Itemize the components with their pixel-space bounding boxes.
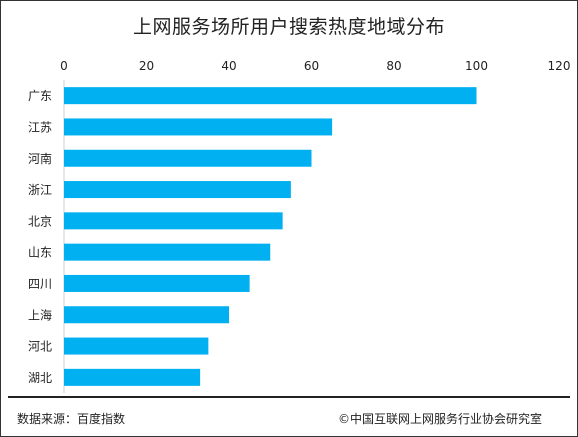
x-tick-label: 60: [304, 59, 319, 73]
x-tick-label: 0: [60, 59, 68, 73]
bar: [64, 212, 283, 230]
category-label: 河南: [28, 151, 52, 166]
bar: [64, 306, 229, 324]
category-label: 河北: [28, 340, 52, 354]
bar: [64, 368, 201, 386]
data-source: 数据来源：百度指数: [17, 412, 126, 426]
bar: [64, 274, 250, 292]
category-label: 四川: [28, 277, 52, 291]
x-tick-label: 20: [139, 59, 154, 73]
footer-divider: [8, 396, 570, 398]
bar: [64, 243, 271, 261]
category-label: 上海: [28, 307, 52, 322]
category-label: 广东: [28, 89, 52, 103]
category-label: 江苏: [28, 120, 52, 134]
chart-title: 上网服务场所用户搜索热度地域分布: [132, 16, 445, 38]
bar: [64, 149, 312, 167]
category-label: 北京: [28, 214, 52, 228]
category-label: 山东: [28, 246, 52, 260]
x-tick-label: 40: [221, 59, 236, 73]
x-tick-label: 120: [548, 59, 571, 73]
bar: [64, 87, 477, 105]
category-label: 浙江: [28, 183, 52, 197]
bar: [64, 118, 333, 136]
bar: [64, 181, 291, 199]
category-label: 湖北: [28, 370, 52, 385]
bar: [64, 337, 209, 355]
copyright-note: ©中国互联网上网服务行业协会研究室: [338, 412, 543, 426]
x-tick-label: 80: [386, 59, 401, 73]
x-tick-label: 100: [465, 59, 488, 73]
